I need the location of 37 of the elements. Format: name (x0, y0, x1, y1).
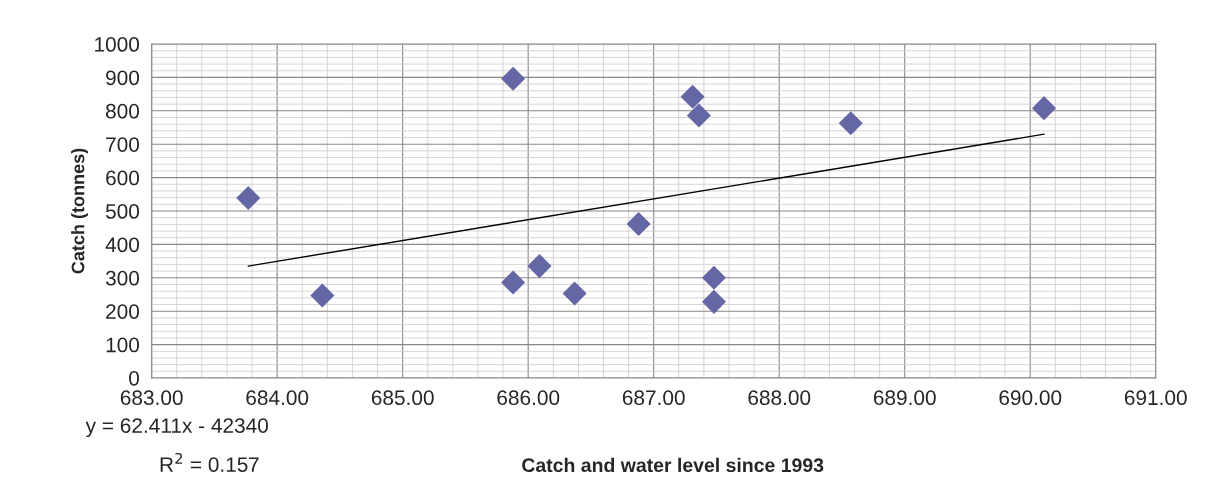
x-tick-label: 687.00 (622, 390, 685, 406)
y-tick-label: 500 (105, 204, 140, 219)
y-tick-label: 800 (106, 103, 140, 119)
x-tick-label: 686.00 (497, 390, 560, 406)
point (562, 281, 587, 306)
text: R$^{2}$ = 0.157 (160, 452, 259, 472)
point (527, 254, 552, 279)
x-axis-title: Catch and water level since 1993 (522, 457, 824, 473)
text: y = 62.411x - 42340 (85, 418, 268, 438)
x-tick-label: 685.00 (371, 390, 434, 406)
point (1032, 96, 1057, 121)
point (236, 185, 261, 211)
y-tick-label: 200 (106, 304, 140, 319)
y-tick-label: 300 (105, 270, 140, 286)
point (838, 111, 863, 136)
y-tick-label: 900 (106, 70, 140, 86)
y-tick-label: 700 (106, 137, 140, 152)
x-tick-label: 689.00 (873, 390, 936, 406)
x-tick-label: 690.00 (999, 390, 1062, 406)
y-tick-label: 600 (106, 170, 140, 186)
y-tick-label: 100 (106, 337, 140, 353)
y-axis-title: Catch (tonnes) (71, 148, 88, 274)
y-tick-label: 400 (105, 237, 140, 253)
point (701, 265, 726, 290)
point (686, 103, 711, 128)
point (626, 212, 651, 237)
point (501, 66, 526, 91)
point (501, 270, 526, 295)
point (680, 84, 705, 109)
y-tick-label: 0 (129, 371, 140, 386)
y-tick-label: 1000 (95, 37, 140, 52)
point (701, 289, 726, 314)
x-tick-label: 691.00 (1124, 390, 1187, 406)
point (310, 283, 335, 308)
x-tick-label: 683.00 (120, 390, 183, 406)
x-tick-label: 688.00 (748, 390, 811, 406)
x-tick-label: 684.00 (246, 390, 309, 406)
